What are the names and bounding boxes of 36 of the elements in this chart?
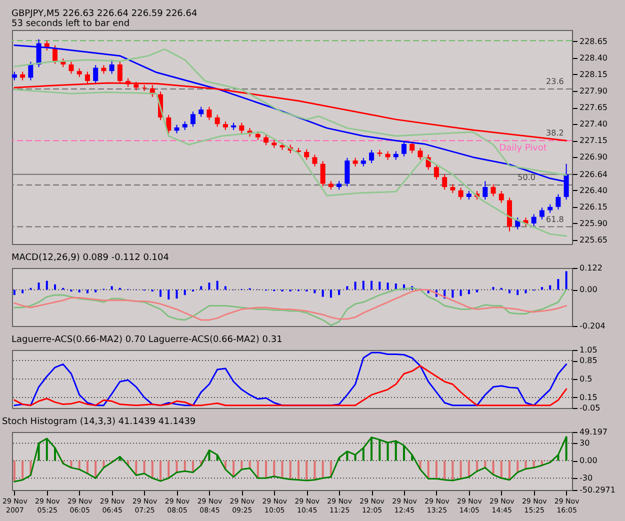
- y-tick-label: 1.05: [580, 346, 598, 354]
- annotation: 38.2: [546, 128, 564, 138]
- y-tick-label: 227.90: [580, 86, 608, 96]
- y-tick-label: 226.64: [580, 170, 608, 179]
- y-tick-label: -50.2971: [580, 486, 616, 494]
- y-tick-label: -0.204: [580, 322, 606, 330]
- chart-subtitle: 53 seconds left to bar end: [12, 19, 130, 29]
- y-tick-label: 228.65: [580, 36, 608, 46]
- y-tick-label: 0.15: [580, 392, 598, 402]
- y-tick-label: 225.65: [580, 236, 608, 245]
- y-tick-label: 0.00: [580, 456, 598, 466]
- y-tick-label: 226.40: [580, 186, 608, 195]
- y-tick-label: 226.15: [580, 202, 608, 212]
- y-tick-label: -30: [580, 474, 593, 483]
- y-tick-label: 227.65: [580, 103, 608, 112]
- ref-line-label: Daily Pivot: [499, 144, 548, 154]
- y-tick-label: 0.5: [580, 374, 592, 384]
- y-tick-label: 225.90: [580, 218, 608, 228]
- y-tick-label: -0.05: [580, 404, 600, 412]
- y-tick-label: 0.00: [580, 285, 598, 294]
- chart-title: Stoch Histogram (14,3,3) 41.1439 41.1439: [2, 417, 196, 427]
- y-tick-label: 228.15: [580, 70, 608, 79]
- y-tick-label: 226.90: [580, 152, 608, 162]
- y-tick-label: 227.40: [580, 120, 608, 129]
- y-tick-label: 30: [580, 438, 590, 448]
- annotation: 61.8: [546, 214, 564, 224]
- annotation: 50.0: [518, 173, 536, 182]
- chart-title: Laguerre-ACS(0.66-MA2) 0.70 Laguerre-ACS(0.66-MA2) 0.31: [12, 335, 282, 345]
- y-tick-label: 0.85: [580, 356, 598, 366]
- chart-title: MACD(12,26,9) 0.089 -0.112 0.104: [12, 253, 170, 263]
- y-tick-label: 0.122: [580, 264, 602, 272]
- y-tick-label: 49.197: [580, 428, 608, 436]
- y-tick-label: 228.40: [580, 53, 608, 62]
- annotation: 23.6: [546, 76, 564, 86]
- chart-title: GBPJPY,M5 226.63 226.64 226.59 226.64: [12, 9, 198, 19]
- y-tick-label: 227.15: [580, 136, 608, 146]
